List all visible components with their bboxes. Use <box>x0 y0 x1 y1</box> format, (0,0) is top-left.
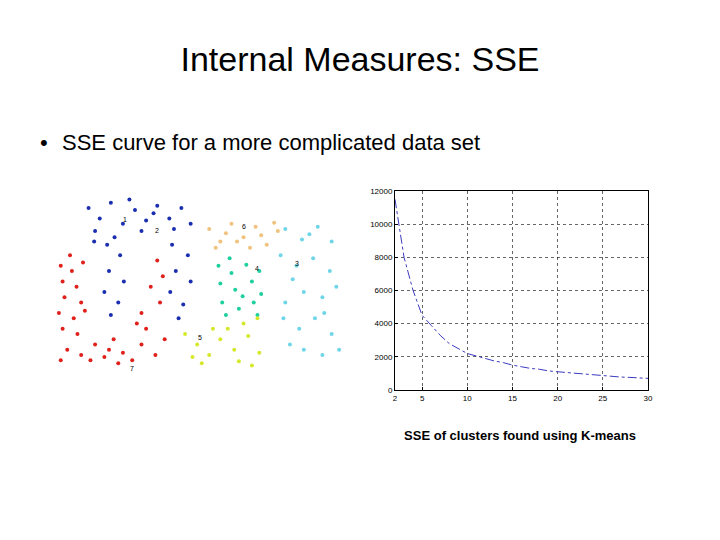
svg-text:25: 25 <box>598 394 607 403</box>
svg-text:12000: 12000 <box>370 187 393 196</box>
svg-text:10: 10 <box>463 394 472 403</box>
svg-text:4000: 4000 <box>375 319 393 328</box>
svg-text:10000: 10000 <box>370 220 393 229</box>
svg-text:5: 5 <box>198 334 202 341</box>
svg-text:1: 1 <box>123 216 127 223</box>
svg-text:20: 20 <box>553 394 562 403</box>
svg-text:7: 7 <box>130 365 134 372</box>
svg-text:6000: 6000 <box>375 286 393 295</box>
svg-text:2: 2 <box>155 227 159 234</box>
svg-text:15: 15 <box>508 394 517 403</box>
svg-text:4: 4 <box>255 265 259 272</box>
svg-text:8000: 8000 <box>375 253 393 262</box>
html-text:SSE of clusters found using K-: SSE of clusters found using K-means <box>404 428 636 443</box>
svg-text:6: 6 <box>242 223 246 230</box>
html-text:Internal Measures: SSE: Internal Measures: SSE <box>180 40 540 78</box>
svg-text:2: 2 <box>393 394 398 403</box>
svg-text:0: 0 <box>388 386 393 395</box>
svg-text:3: 3 <box>295 260 299 267</box>
svg-text:5: 5 <box>420 394 425 403</box>
svg-text:30: 30 <box>644 394 653 403</box>
svg-text:2000: 2000 <box>375 353 393 362</box>
html-text:SSE curve for a more complicat: SSE curve for a more complicated data se… <box>62 130 481 155</box>
